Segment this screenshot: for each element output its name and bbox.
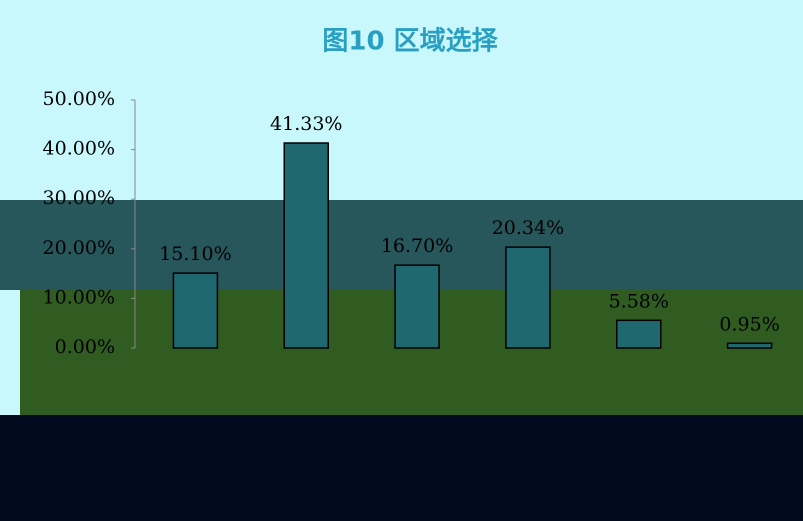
value-label: 15.10% — [159, 243, 231, 265]
y-tick-label: 20.00% — [43, 237, 115, 259]
bar — [726, 342, 773, 349]
y-tick-label: 30.00% — [43, 187, 115, 209]
bar — [172, 272, 219, 349]
y-tick-label: 40.00% — [43, 138, 115, 160]
bar — [616, 319, 662, 349]
value-label: 41.33% — [270, 113, 342, 135]
glitch-band — [0, 415, 803, 521]
value-label: 5.58% — [609, 290, 669, 312]
bar — [283, 142, 329, 349]
value-label: 16.70% — [381, 235, 453, 257]
bar — [394, 264, 440, 349]
y-tick-label: 0.00% — [55, 336, 115, 358]
value-label: 0.95% — [719, 313, 779, 335]
bar — [505, 246, 551, 349]
chart-title: 图10 区域选择 — [322, 27, 498, 57]
y-tick-label: 50.00% — [43, 88, 115, 110]
value-label: 20.34% — [492, 217, 564, 239]
y-tick-label: 10.00% — [43, 286, 115, 308]
